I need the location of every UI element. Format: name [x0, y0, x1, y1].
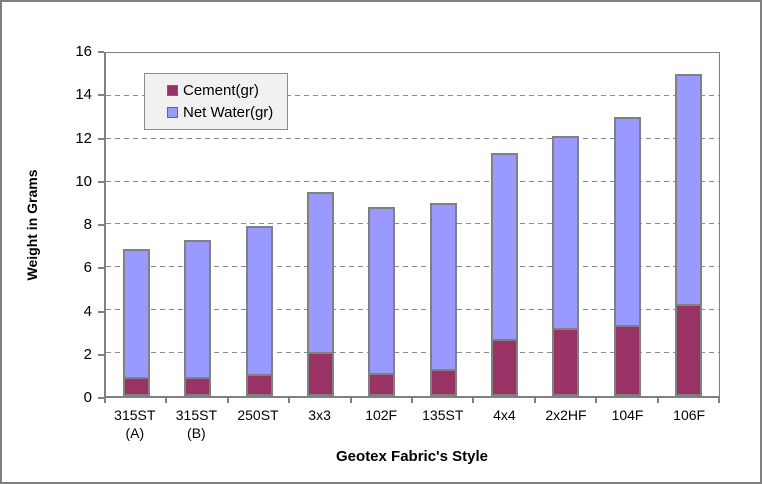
y-axis-tick — [98, 137, 104, 140]
gridline-y-10 — [106, 181, 719, 182]
bar-segment-cement — [615, 325, 639, 394]
y-axis-tick — [98, 267, 104, 270]
stacked-bar — [613, 117, 641, 396]
y-axis-tick — [98, 397, 104, 399]
stacked-bar — [368, 207, 396, 396]
x-axis-tick-labels: 315ST (A) 315ST (B) 250ST 3x3 102F 135ST 4x4 2x… — [104, 406, 720, 442]
x-axis-tick-label: 2x2HF — [545, 407, 587, 423]
x-axis-title: Geotex Fabric's Style — [336, 448, 488, 465]
stacked-bar — [245, 226, 273, 396]
bar-segment-cement — [309, 352, 333, 394]
legend-label: Cement(gr) — [183, 82, 259, 99]
x-axis-tick — [411, 398, 413, 403]
gridline-y-8 — [106, 223, 719, 224]
category-slot — [229, 53, 290, 396]
y-axis-tick-label: 10 — [75, 172, 92, 190]
x-axis-tick-label: 3x3 — [308, 407, 331, 423]
x-axis-tick — [718, 398, 720, 403]
bar-segment-cement — [247, 374, 271, 394]
x-axis-tick-label: 104F — [611, 407, 644, 423]
bar-segment-cement — [125, 377, 149, 394]
x-axis-tick-label: 315ST (B) — [175, 407, 218, 441]
x-axis-tick — [350, 398, 352, 403]
x-axis-tick-label: 135ST — [422, 407, 464, 423]
plot-area: Cement(gr) Net Water(gr) — [104, 52, 720, 398]
y-axis-tick-label: 8 — [83, 216, 92, 233]
x-axis-tick — [595, 398, 597, 403]
y-axis-tick-label: 12 — [75, 129, 92, 147]
bar-segment-cement — [186, 377, 210, 394]
gridline-y-14 — [106, 95, 719, 96]
gridline-y-12 — [106, 138, 719, 139]
legend-swatch-icon — [167, 85, 178, 96]
gridline-y-6 — [106, 266, 719, 267]
y-axis-tick-label: 6 — [83, 259, 92, 277]
category-slot — [412, 53, 473, 396]
bar-segment-cement — [370, 373, 394, 394]
x-axis-tick-marks — [104, 398, 720, 404]
x-axis-tick — [534, 398, 536, 403]
y-axis-tick-label: 14 — [75, 86, 92, 104]
category-slot — [535, 53, 596, 396]
x-axis-tick — [657, 398, 659, 403]
category-slot — [474, 53, 535, 396]
bars-container — [106, 53, 719, 396]
stacked-bar — [123, 249, 151, 396]
y-axis-tick — [98, 94, 104, 97]
x-axis-tick-label: 102F — [365, 407, 398, 423]
x-axis-tick — [472, 398, 474, 403]
x-axis-tick-label: 315ST (A) — [114, 407, 156, 441]
x-axis-tick-label: 4x4 — [493, 407, 516, 423]
category-slot — [167, 53, 228, 396]
gridline-y-4 — [106, 309, 719, 310]
legend: Cement(gr) Net Water(gr) — [144, 73, 288, 130]
y-axis-tick-label: 0 — [83, 389, 92, 406]
category-slot — [351, 53, 412, 396]
y-axis-tick — [98, 224, 104, 226]
legend-label: Net Water(gr) — [183, 104, 274, 121]
x-axis-tick — [227, 398, 229, 403]
stacked-bar — [307, 192, 335, 396]
stacked-bar — [184, 240, 212, 396]
bar-segment-cement — [492, 339, 516, 394]
legend-entry: Cement(gr) — [167, 83, 287, 98]
y-axis-tick — [98, 310, 104, 313]
legend-swatch-icon — [167, 107, 178, 118]
x-axis-tick-label: 106F — [673, 407, 706, 423]
y-axis-tick — [98, 51, 104, 53]
y-axis-tick-label: 2 — [83, 345, 92, 363]
y-axis-tick-label: 16 — [75, 43, 92, 60]
x-axis-tick — [165, 398, 167, 403]
x-axis-tick — [288, 398, 290, 403]
stacked-bar — [674, 74, 702, 396]
category-slot — [106, 53, 167, 396]
bar-segment-cement — [431, 369, 455, 394]
stacked-bar — [490, 153, 518, 396]
category-slot — [596, 53, 657, 396]
bar-segment-cement — [554, 328, 578, 394]
legend-entry: Net Water(gr) — [167, 105, 287, 120]
category-slot — [290, 53, 351, 396]
gridline-y-2 — [106, 352, 719, 353]
y-axis-tick-marks — [98, 51, 104, 399]
stacked-bar — [429, 203, 457, 396]
x-axis-tick — [104, 398, 106, 403]
y-axis-tick — [98, 353, 104, 356]
y-axis-tick-labels: 0 2 4 6 8 10 12 14 16 — [2, 43, 98, 406]
bar-segment-cement — [676, 304, 700, 394]
y-axis-title: Weight in Grams — [24, 169, 40, 281]
stacked-bar — [552, 136, 580, 396]
category-slot — [658, 53, 719, 396]
y-axis-tick-label: 4 — [83, 302, 92, 320]
x-axis-tick-label: 250ST — [237, 407, 279, 423]
y-axis-tick — [98, 180, 104, 183]
